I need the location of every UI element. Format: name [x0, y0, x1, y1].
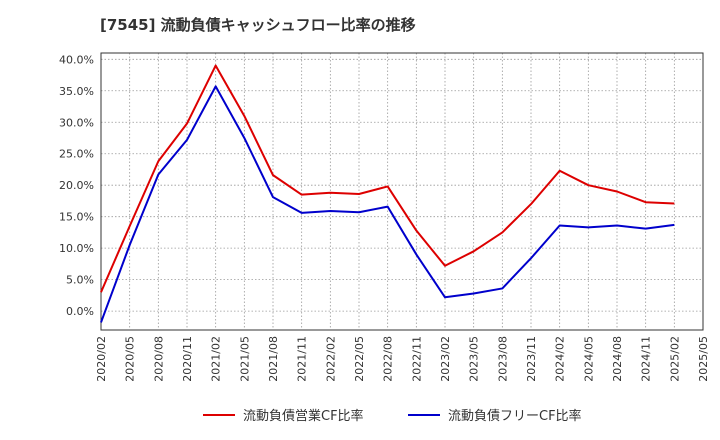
x-tick-label: 2025/02 [668, 336, 681, 382]
chart-title: [7545] 流動負債キャッシュフロー比率の推移 [100, 16, 416, 34]
x-tick-label: 2024/08 [611, 336, 624, 382]
y-tick-label: 20.0% [59, 179, 94, 192]
x-tick-label: 2020/02 [95, 336, 108, 382]
series-line-1 [100, 64, 675, 293]
x-tick-labels: 2020/02 2020/05 2020/08 2020/11 2021/02 2021/… [95, 336, 710, 382]
axes [100, 52, 704, 331]
x-tick-label: 2024/11 [640, 336, 653, 382]
x-tick-label: 2020/05 [124, 336, 137, 382]
y-tick-label: 40.0% [59, 53, 94, 66]
y-tick-labels: 0.0% 5.0% 10.0% 15.0% 20.0% 25.0% 30.0% 35.0% 40… [59, 53, 94, 318]
legend-label-2: 流動負債フリーCF比率 [448, 408, 582, 424]
legend: 流動負債営業CF比率 流動負債フリーCF比率 [203, 408, 582, 424]
x-tick-label: 2021/05 [238, 336, 251, 382]
x-tick-label: 2025/05 [697, 336, 710, 382]
x-tick-label: 2020/08 [152, 336, 165, 382]
y-tick-label: 5.0% [66, 274, 94, 287]
x-tick-label: 2020/11 [181, 336, 194, 382]
y-tick-label: 10.0% [59, 242, 94, 255]
x-tick-label: 2024/02 [554, 336, 567, 382]
y-tick-label: 30.0% [59, 116, 94, 129]
y-tick-label: 0.0% [66, 305, 94, 318]
y-tick-label: 35.0% [59, 85, 94, 98]
y-tick-label: 15.0% [59, 211, 94, 224]
x-tick-label: 2022/02 [324, 336, 337, 382]
series-line-2 [100, 85, 675, 323]
x-tick-label: 2024/05 [582, 336, 595, 382]
x-tick-label: 2023/02 [439, 336, 452, 382]
x-tick-label: 2023/08 [496, 336, 509, 382]
x-tick-label: 2023/05 [468, 336, 481, 382]
x-tick-label: 2021/02 [210, 336, 223, 382]
x-tick-label: 2022/05 [353, 336, 366, 382]
x-tick-label: 2021/11 [296, 336, 309, 382]
plot-frame [100, 52, 704, 331]
series-lines [100, 64, 675, 323]
x-tick-label: 2022/11 [410, 336, 423, 382]
y-tick-label: 25.0% [59, 148, 94, 161]
x-tick-label: 2021/08 [267, 336, 280, 382]
grid-lines [100, 53, 704, 330]
x-tick-label: 2023/11 [525, 336, 538, 382]
legend-label-1: 流動負債営業CF比率 [243, 408, 364, 424]
x-tick-label: 2022/08 [382, 336, 395, 382]
